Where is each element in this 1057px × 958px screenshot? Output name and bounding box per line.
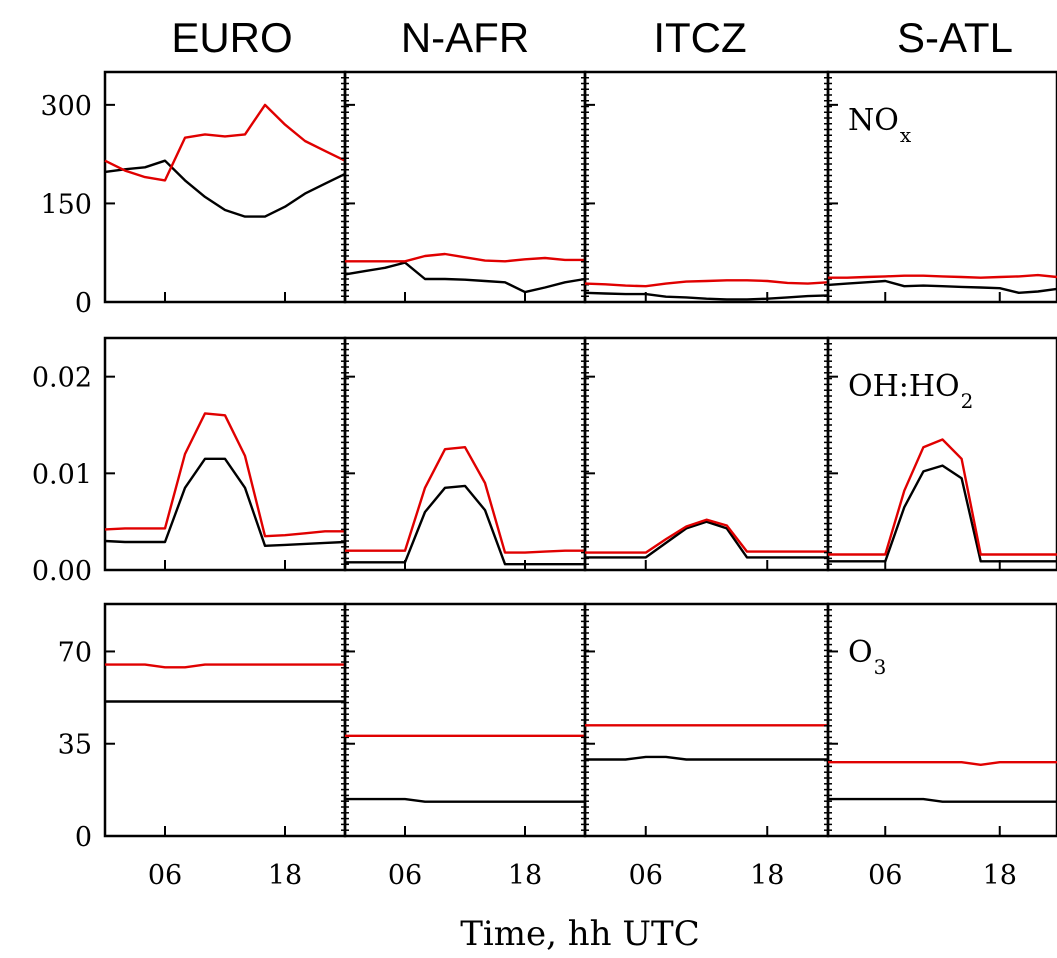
column-title-euro: EURO	[171, 14, 292, 61]
y-tick-label: 0	[75, 288, 92, 319]
panel-2-3	[581, 336, 830, 572]
panel-1-1	[103, 70, 347, 304]
panel-2-1	[103, 336, 347, 572]
y-tick-label: 150	[40, 189, 92, 220]
series-black-line	[828, 464, 1057, 563]
panel-1-4	[824, 70, 1057, 304]
panel-frame	[103, 602, 347, 838]
panel-species-label: OH:HO	[848, 369, 960, 404]
x-axis-title: Time, hh UTC	[460, 914, 699, 954]
series-red-line	[104, 412, 345, 538]
y-tick-label: 0	[75, 822, 92, 853]
x-tick-label: 18	[750, 860, 784, 891]
x-tick-label: 06	[148, 860, 182, 891]
series-black-line	[344, 261, 586, 294]
y-tick-label: 0.01	[32, 459, 92, 490]
series-black-line	[584, 291, 829, 301]
column-title-n-afr: N-AFR	[401, 14, 529, 61]
panel-row-1: 300 150 0 NO x	[40, 70, 1057, 319]
panel-2-4	[824, 336, 1057, 572]
series-black-line	[585, 520, 828, 559]
series-red-line	[105, 663, 345, 669]
column-titles: EURO N-AFR ITCZ S-ATL	[171, 14, 1013, 61]
column-title-itcz: ITCZ	[653, 14, 746, 61]
x-tick-label: 06	[629, 860, 663, 891]
panel-frame	[103, 70, 347, 304]
panel-3-4: 06 18	[824, 602, 1057, 891]
panel-row-2: 0.02 0.01 0.00 OH:HO 2	[32, 336, 1057, 587]
panel-frame	[583, 336, 830, 572]
y-tick-label: 0.00	[32, 556, 92, 587]
series-red-line	[828, 273, 1057, 279]
panel-3-3: 06 18	[581, 602, 830, 891]
series-red-line	[585, 518, 828, 554]
series-black-line	[585, 755, 828, 761]
series-black-line	[104, 457, 346, 547]
x-tick-label: 18	[983, 860, 1017, 891]
panel-frame	[583, 602, 830, 838]
panel-species-subscript: 2	[961, 389, 974, 413]
series-red-line	[828, 438, 1057, 556]
column-title-s-atl: S-ATL	[897, 14, 1013, 61]
series-black-line	[345, 484, 585, 566]
y-tick-label: 70	[58, 637, 92, 668]
series-red-line	[584, 279, 829, 288]
panel-2-2	[341, 336, 587, 572]
panel-species-subscript: x	[900, 123, 912, 147]
panel-3-2: 06 18	[341, 602, 587, 891]
panel-3-1: 06 18	[103, 602, 347, 891]
panel-frame	[103, 336, 347, 572]
series-red-line	[345, 252, 585, 263]
series-black-line	[104, 159, 346, 218]
panel-species-subscript: 3	[874, 655, 887, 679]
x-tick-label: 18	[268, 860, 302, 891]
panel-row-3: 06 18 06 18 06 18 06 18 70 35 0 O 3	[58, 602, 1057, 891]
panel-1-3	[581, 70, 830, 304]
panel-1-2	[341, 70, 587, 304]
x-tick-label: 06	[388, 860, 422, 891]
panel-species-label: O	[848, 635, 873, 670]
series-red-line	[104, 103, 346, 182]
series-black-line	[345, 797, 585, 803]
y-tick-label: 0.02	[32, 363, 92, 394]
panel-species-label: NO	[848, 103, 899, 138]
series-red-line	[345, 446, 585, 554]
y-tick-label: 300	[40, 91, 92, 122]
series-black-line	[828, 797, 1057, 803]
x-tick-label: 06	[868, 860, 902, 891]
panel-frame	[343, 336, 587, 572]
panels-group: 300 150 0 NO x 0.02 0.01 0.00 OH:HO 2 06 18 06 18 06 18…	[32, 70, 1057, 891]
y-tick-label: 35	[58, 730, 92, 761]
series-red-line	[828, 761, 1057, 766]
x-tick-label: 18	[508, 860, 542, 891]
series-black-line	[827, 279, 1057, 294]
panel-frame	[583, 70, 830, 304]
